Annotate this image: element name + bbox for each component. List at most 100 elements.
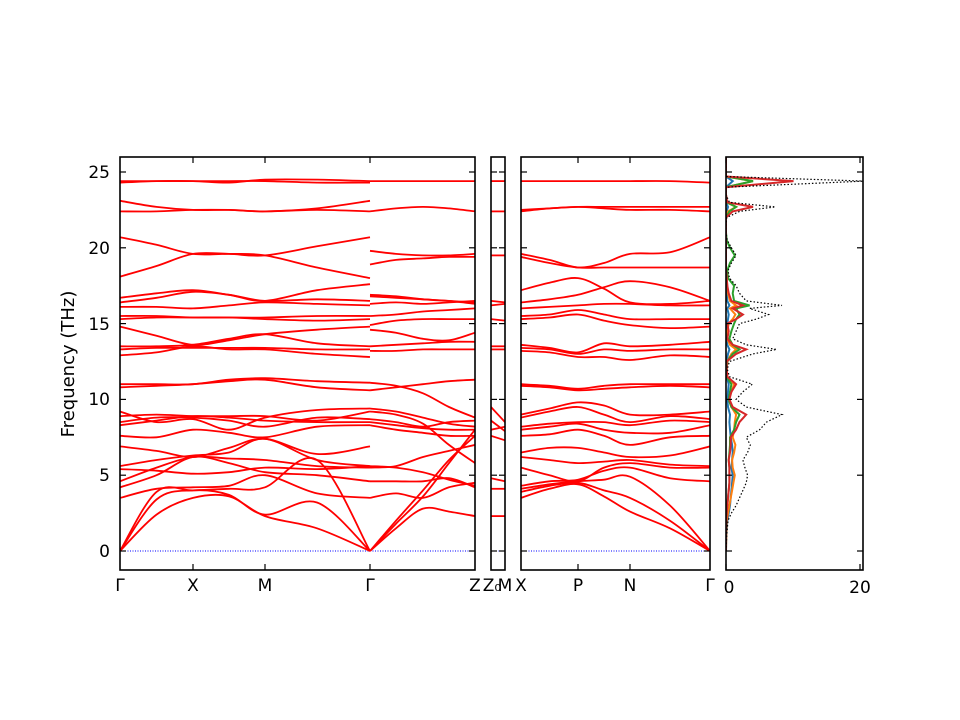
axis-ticks bbox=[120, 157, 863, 570]
axes-frame bbox=[490, 156, 506, 571]
phonon-band bbox=[521, 384, 710, 392]
y-tick-label: 0 bbox=[99, 542, 110, 562]
x-tick-label-x: X bbox=[187, 576, 199, 596]
phonon-band bbox=[120, 457, 371, 552]
phonon-band bbox=[521, 280, 710, 304]
phonon-band bbox=[521, 419, 710, 428]
phonon-band bbox=[521, 302, 710, 310]
phonon-band bbox=[521, 340, 710, 354]
phonon-band bbox=[120, 424, 371, 439]
dos-lines bbox=[726, 157, 863, 552]
phonon-band bbox=[369, 407, 475, 428]
x-tick-label-gamma: Γ bbox=[115, 576, 125, 596]
phonon-band bbox=[491, 318, 505, 322]
x-tick-label-z: Z bbox=[469, 576, 481, 596]
phonon-band bbox=[521, 277, 710, 306]
phonon-band bbox=[120, 437, 371, 458]
phonon-band bbox=[521, 445, 710, 459]
phonon-band bbox=[120, 474, 371, 499]
phonon-band bbox=[491, 434, 505, 442]
x-tick-label-gamma: Γ bbox=[705, 576, 715, 596]
y-tick-label: 5 bbox=[99, 466, 110, 486]
phonon-band bbox=[369, 481, 475, 499]
phonon-band bbox=[120, 415, 371, 427]
dos-x-tick-label: 0 bbox=[724, 578, 735, 598]
y-tick-label: 20 bbox=[88, 239, 110, 259]
y-axis-label: Frequency (THz) bbox=[58, 291, 79, 438]
phonon-band bbox=[369, 421, 475, 431]
phonon-band bbox=[120, 416, 371, 428]
x-tick-label-n: N bbox=[624, 576, 637, 596]
phonon-band bbox=[120, 346, 371, 351]
phonon-band bbox=[521, 483, 710, 552]
phonon-band bbox=[120, 252, 371, 279]
y-tick-label: 15 bbox=[88, 315, 110, 335]
phonon-band bbox=[369, 506, 475, 552]
phonon-band bbox=[369, 340, 475, 348]
phonon-band bbox=[369, 429, 475, 552]
phonon-band bbox=[491, 406, 505, 423]
phonon-band bbox=[120, 410, 371, 422]
x-tick-label-m: M bbox=[258, 576, 273, 596]
band-panel bbox=[120, 178, 371, 552]
phonon-band bbox=[521, 383, 710, 390]
band-structure-lines bbox=[120, 178, 710, 552]
phonon-band bbox=[521, 466, 710, 487]
phonon-band bbox=[369, 328, 475, 342]
phonon-band bbox=[521, 462, 710, 483]
phonon-band bbox=[369, 249, 475, 257]
phonon-band bbox=[120, 455, 371, 483]
phonon-band bbox=[120, 236, 371, 257]
phonon-band bbox=[120, 455, 371, 489]
phonon-band bbox=[369, 465, 475, 487]
phonon-band bbox=[120, 333, 371, 348]
phonon-band bbox=[521, 406, 710, 424]
x-tick-labels: Γ X M Γ Z Z₀ M X P N Γ 0 20 bbox=[115, 576, 871, 598]
x-tick-label-m: M bbox=[498, 576, 513, 596]
phonon-band bbox=[120, 314, 371, 319]
phonon-band bbox=[120, 345, 371, 358]
phonon-band bbox=[120, 489, 371, 552]
phonon-band bbox=[369, 293, 475, 304]
phonon-band bbox=[491, 477, 505, 483]
phonon-band bbox=[521, 313, 710, 330]
phonon-band bbox=[120, 301, 371, 310]
phonon-band bbox=[369, 307, 475, 317]
band-panel bbox=[491, 180, 505, 517]
phonon-band bbox=[521, 180, 710, 184]
axes-frame bbox=[725, 156, 864, 571]
y-tick-label: 25 bbox=[88, 163, 110, 183]
phonon-band bbox=[521, 205, 710, 213]
axes-frames bbox=[119, 156, 864, 571]
phonon-band bbox=[521, 236, 710, 269]
phonon-band bbox=[120, 283, 371, 302]
phonon-band bbox=[521, 422, 710, 435]
phonon-band bbox=[369, 381, 475, 419]
phonon-band bbox=[369, 348, 475, 352]
phonon-band bbox=[120, 199, 371, 213]
x-tick-label-gamma: Γ bbox=[365, 576, 375, 596]
phonon-band bbox=[369, 255, 475, 266]
phonon-band bbox=[521, 347, 710, 355]
phonon-band bbox=[120, 325, 371, 346]
phonon-band bbox=[521, 401, 710, 417]
phonon-band bbox=[369, 418, 475, 428]
phonon-band bbox=[369, 318, 475, 326]
phonon-band bbox=[120, 378, 371, 392]
phonon-band bbox=[491, 300, 505, 304]
phonon-band bbox=[369, 205, 475, 213]
phonon-band bbox=[120, 437, 371, 467]
phonon-band bbox=[120, 407, 371, 431]
phonon-band bbox=[369, 424, 475, 437]
phonon-band bbox=[369, 444, 475, 469]
band-panel bbox=[521, 180, 710, 552]
axes-frame bbox=[119, 156, 476, 571]
dos-partial-line bbox=[726, 157, 794, 551]
phonon-band bbox=[370, 477, 475, 489]
dos-x-tick-label: 20 bbox=[849, 578, 871, 598]
phonon-band bbox=[521, 256, 710, 269]
band-panel bbox=[369, 180, 475, 552]
phonon-band bbox=[120, 377, 371, 386]
phonon-band bbox=[521, 481, 710, 552]
